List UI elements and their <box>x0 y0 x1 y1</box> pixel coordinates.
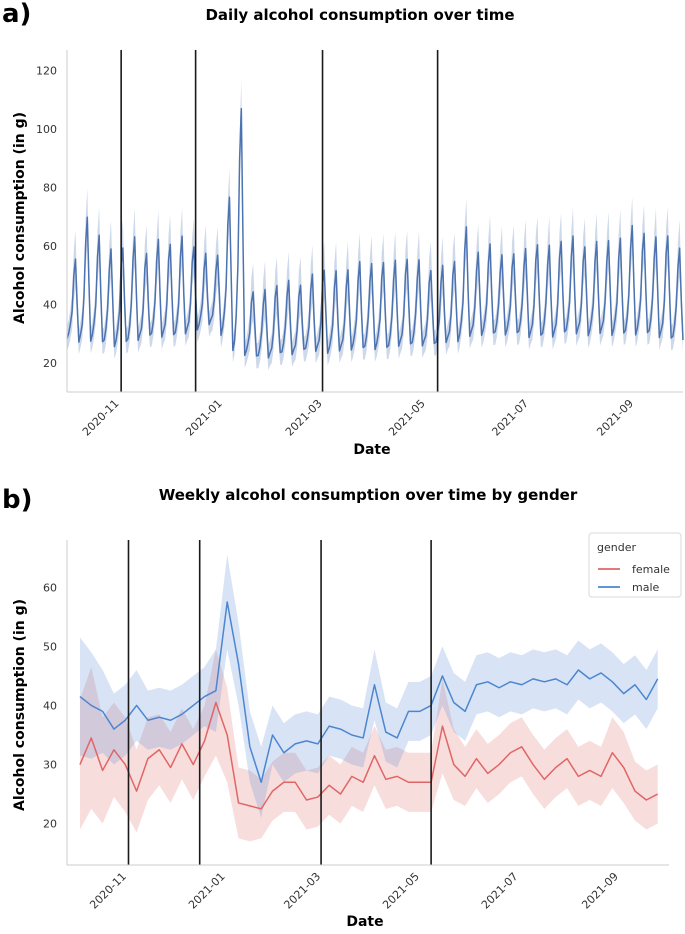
y-tick-label: 40 <box>43 298 57 311</box>
legend-box <box>588 532 682 598</box>
x-tick-label: 2020-11 <box>87 870 129 912</box>
y-tick-label: 50 <box>43 640 57 653</box>
legend-title: gender <box>597 541 636 554</box>
y-tick-label: 60 <box>43 581 57 594</box>
x-tick-label: 2021-03 <box>281 870 323 912</box>
series-line-male <box>79 601 659 784</box>
chart-b-ci-bands <box>79 554 658 842</box>
chart-b-legend: gender female male <box>588 532 682 598</box>
y-tick-label: 30 <box>43 759 57 772</box>
chart-a-ci-bands <box>67 80 683 371</box>
x-tick-label: 2021-03 <box>283 397 325 439</box>
chart-a: 20 40 60 80 100 120 2020-11 2021-01 2021-03 2021… <box>36 50 684 439</box>
x-tick-label: 2021-07 <box>489 397 531 439</box>
chart-b-vertical-lines <box>127 540 432 865</box>
legend-label-male: male <box>632 581 660 594</box>
x-tick-label: 2021-05 <box>380 870 422 912</box>
chart-a-xlabel: Date <box>353 442 390 458</box>
legend-label-female: female <box>632 563 670 576</box>
chart-a-x-ticks: 2020-11 2021-01 2021-03 2021-05 2021-07 2021-… <box>80 397 636 439</box>
chart-b-ylabel: Alcohol consumption (in g) <box>12 599 28 811</box>
ci-band-female <box>79 649 658 842</box>
x-tick-label: 2021-01 <box>186 870 228 912</box>
y-tick-label: 120 <box>36 64 57 77</box>
y-tick-label: 60 <box>43 240 57 253</box>
panel-a-letter: a) <box>2 0 31 29</box>
chart-a-vertical-lines <box>120 50 439 392</box>
x-tick-label: 2021-09 <box>594 397 636 439</box>
y-tick-label: 100 <box>36 123 57 136</box>
chart-a-y-ticks: 20 40 60 80 100 120 <box>36 64 57 369</box>
chart-a-ylabel: Alcohol consumption (in g) <box>12 112 28 324</box>
chart-b-y-ticks: 20 30 40 50 60 <box>43 581 57 830</box>
x-tick-label: 2021-09 <box>579 870 621 912</box>
chart-a-title: Daily alcohol consumption over time <box>205 6 514 24</box>
chart-b-title: Weekly alcohol consumption over time by … <box>159 486 578 504</box>
x-tick-label: 2020-11 <box>80 397 122 439</box>
chart-b-x-ticks: 2020-11 2021-01 2021-03 2021-05 2021-07 2021-… <box>87 870 621 912</box>
x-tick-label: 2021-07 <box>479 870 521 912</box>
series-line-daily-mean <box>66 107 684 359</box>
panel-b-letter: b) <box>2 485 33 515</box>
chart-a-series-lines <box>66 107 684 359</box>
y-tick-label: 20 <box>43 357 57 370</box>
x-tick-label: 2021-01 <box>183 397 225 439</box>
y-tick-label: 40 <box>43 699 57 712</box>
x-tick-label: 2021-05 <box>386 397 428 439</box>
y-tick-label: 80 <box>43 181 57 194</box>
chart-b-series-lines <box>79 601 659 810</box>
chart-b-xlabel: Date <box>346 914 383 930</box>
ci-band-daily-mean <box>67 80 683 371</box>
y-tick-label: 20 <box>43 818 57 831</box>
series-line-female <box>79 701 659 810</box>
